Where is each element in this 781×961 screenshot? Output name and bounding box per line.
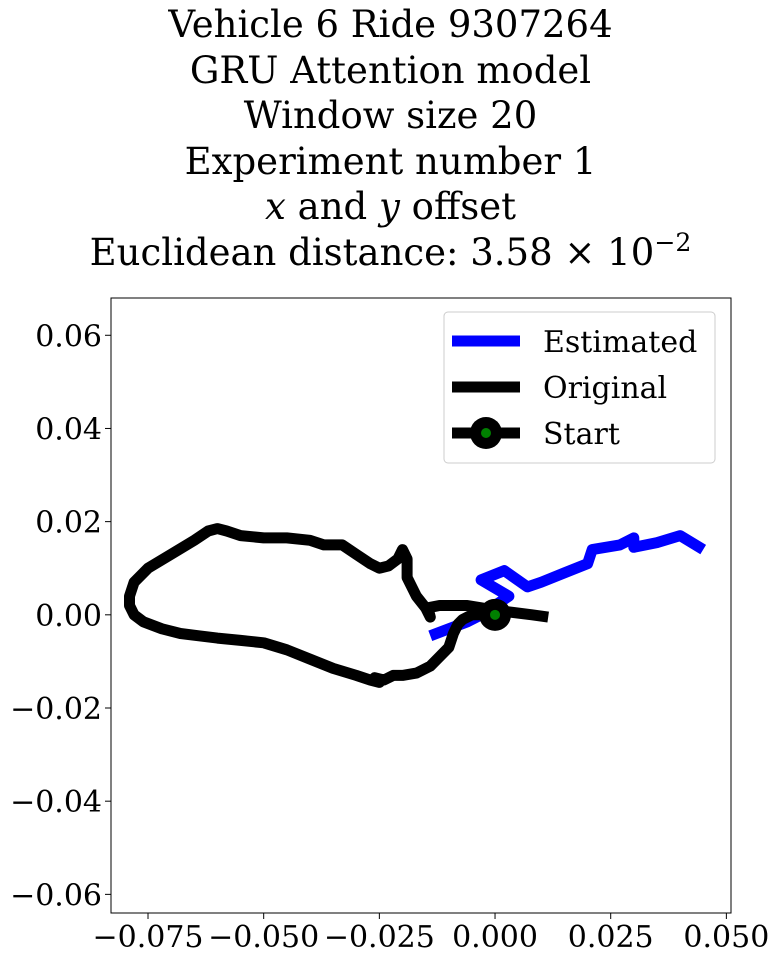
- legend-start-marker-center: [481, 428, 491, 438]
- x-tick-label: −0.025: [324, 920, 435, 955]
- y-tick: 0.04: [35, 412, 111, 447]
- title-distance-exponent: −2: [654, 227, 692, 257]
- y-axis: 0.06 0.04 0.02 0.00 −0.02 −0.04 −0.06: [10, 319, 111, 913]
- y-tick: 0.02: [35, 506, 111, 541]
- x-tick: 0.050: [683, 913, 769, 955]
- y-tick-label: −0.04: [10, 785, 102, 820]
- x-tick: −0.075: [92, 913, 204, 955]
- chart-title: Vehicle 6 Ride 9307264 GRU Attention mod…: [0, 2, 781, 275]
- title-line-5: x and y offset: [0, 184, 781, 230]
- start-marker-center: [490, 609, 501, 620]
- title-line-6: Euclidean distance: 3.58 × 10−2: [0, 230, 781, 276]
- title-line-4: Experiment number 1: [184, 139, 597, 183]
- y-tick-label: 0.00: [35, 599, 102, 634]
- title-line-1: Vehicle 6 Ride 9307264: [168, 3, 613, 46]
- y-tick: −0.04: [10, 785, 111, 820]
- plot-frame: [110, 297, 732, 914]
- legend-box: [443, 311, 716, 464]
- x-tick: 0.025: [568, 913, 654, 955]
- legend-start-label: Start: [543, 417, 620, 452]
- y-tick-label: −0.06: [10, 878, 102, 913]
- title-line-2: GRU Attention model: [189, 48, 592, 92]
- x-tick: −0.025: [324, 913, 435, 955]
- x-tick: −0.050: [208, 913, 319, 955]
- y-tick: −0.06: [10, 878, 111, 913]
- x-tick-label: 0.025: [568, 920, 654, 955]
- series-layer: [124, 523, 707, 688]
- x-tick-label: 0.000: [452, 920, 538, 955]
- original-trajectory-line: [124, 523, 549, 688]
- title-offset-text: offset: [399, 185, 516, 228]
- legend-original-label: Original: [543, 371, 667, 406]
- title-line-3: Window size 20: [243, 94, 538, 137]
- x-tick-label: −0.075: [92, 920, 203, 955]
- x-tick: 0.000: [452, 913, 538, 955]
- y-tick-label: 0.02: [35, 506, 102, 541]
- y-tick-label: 0.04: [35, 412, 102, 447]
- y-tick: 0.06: [35, 319, 111, 354]
- legend: Estimated Original Start: [443, 311, 716, 464]
- y-tick-label: −0.02: [10, 692, 102, 727]
- y-tick-label: 0.06: [35, 319, 102, 354]
- x-axis: −0.075 −0.050 −0.025 0.000 0.025 0.050: [92, 913, 769, 955]
- x-tick-label: 0.050: [683, 920, 769, 955]
- legend-estimated-label: Estimated: [543, 325, 697, 360]
- title-x-symbol: x: [265, 185, 286, 228]
- title-y-symbol: y: [379, 185, 400, 228]
- x-tick-label: −0.050: [208, 920, 319, 955]
- title-distance-text: Euclidean distance: 3.58 × 10: [89, 230, 655, 274]
- y-tick: −0.02: [10, 692, 111, 727]
- title-and-text: and: [285, 185, 379, 228]
- y-tick: 0.00: [35, 599, 111, 634]
